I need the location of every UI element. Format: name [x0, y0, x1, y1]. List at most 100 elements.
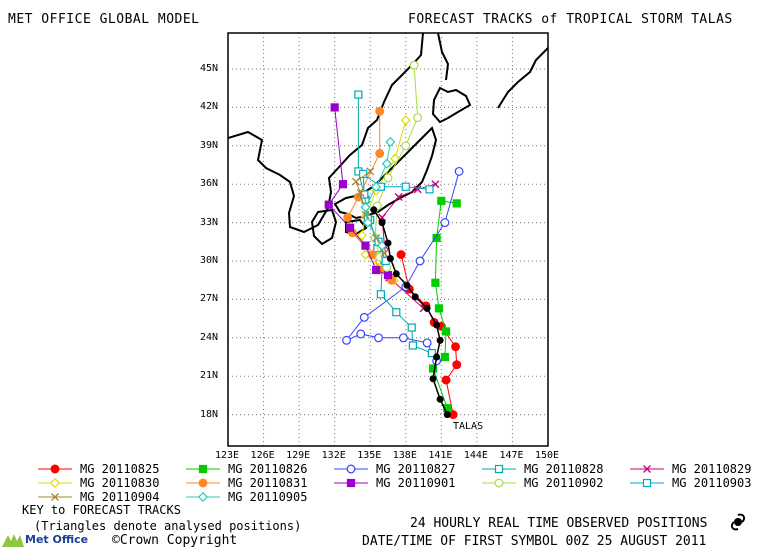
forecast-position-marker [359, 312, 369, 322]
legend-label: MG 20110901 [376, 476, 456, 490]
forecast-position-marker [362, 217, 373, 228]
forecast-position-marker [371, 181, 382, 192]
legend-item: MG 20110903 [628, 476, 751, 490]
forecast-position-marker [343, 213, 353, 222]
forecast-position-marker [452, 360, 462, 370]
forecast-position-marker [375, 149, 385, 158]
observed-position-marker [384, 239, 392, 247]
forecast-position-marker [352, 177, 360, 186]
legend-label: MG 20110904 [80, 490, 160, 504]
latitude-tick-label: 39N [200, 139, 219, 151]
forecast-position-marker [413, 113, 423, 123]
header-chart-title: FORECAST TRACKS of TROPICAL STORM TALAS [408, 12, 733, 27]
longitude-tick-label: 150E [535, 450, 560, 461]
legend-item: MG 20110904 [36, 490, 159, 504]
legend-swatch [334, 478, 368, 488]
legend-item: MG 20110830 [36, 476, 159, 490]
latitude-tick-label: 42N [200, 101, 219, 113]
legend-marker [346, 478, 356, 488]
forecast-position-marker [342, 335, 351, 345]
coastline-kamchatka [497, 47, 548, 109]
forecast-position-marker [356, 189, 365, 198]
forecast-position-marker [396, 250, 406, 260]
forecast-position-marker [385, 136, 396, 148]
forecast-position-marker [413, 185, 422, 194]
legend-item: MG 20110905 [184, 490, 307, 504]
forecast-position-marker [431, 278, 440, 287]
coastline-kyushu [310, 208, 338, 246]
map-frame [227, 32, 549, 447]
forecast-position-marker [381, 158, 392, 169]
forecast-position-marker [374, 333, 383, 343]
observed-track [370, 206, 451, 419]
legend-marker [197, 491, 209, 503]
longitude-tick-label: 126E [250, 450, 275, 461]
legend-item: MG 20110828 [480, 462, 603, 476]
forecast-position-marker [425, 185, 434, 194]
latitude-tick-label: 24N [200, 331, 219, 343]
forecast-position-marker [356, 230, 367, 241]
observed-position-marker [411, 293, 419, 301]
legend-marker [494, 464, 504, 474]
legend-marker [49, 477, 61, 489]
legend-label: MG 20110902 [524, 476, 604, 490]
forecast-position-marker [383, 270, 393, 280]
legend-label: MG 20110827 [376, 462, 456, 476]
forecast-position-marker [437, 196, 446, 205]
forecast-position-marker [432, 233, 441, 243]
legend-marker [643, 465, 651, 473]
first-symbol-date: DATE/TIME OF FIRST SYMBOL 00Z 25 AUGUST … [362, 534, 707, 549]
observed-position-marker [370, 206, 378, 214]
forecast-position-marker [441, 375, 451, 385]
legend-item: MG 20110826 [184, 462, 307, 476]
header-model-name: MET OFFICE GLOBAL MODEL [8, 12, 200, 27]
forecast-position-marker [354, 90, 363, 99]
forecast-position-marker [409, 60, 419, 70]
legend-marker [494, 478, 504, 488]
met-office-logo-text: Met Office [25, 533, 89, 546]
legend-item: MG 20110829 [628, 462, 751, 476]
coastline-sakhalin [437, 33, 450, 81]
forecast-position-marker [380, 249, 389, 258]
map-background [228, 33, 548, 446]
forecast-position-marker [408, 341, 417, 350]
legend-swatch [186, 491, 220, 503]
forecast-position-marker [356, 329, 366, 339]
key-title: KEY to FORECAST TRACKS [22, 503, 181, 517]
legend-label: MG 20110826 [228, 462, 308, 476]
forecast-position-marker [383, 173, 393, 183]
legend-label: MG 20110831 [228, 476, 308, 490]
legend-marker [50, 464, 60, 474]
observed-position-marker [433, 321, 441, 329]
latitude-tick-label: 36N [200, 178, 219, 190]
forecast-position-marker [392, 308, 401, 317]
forecast-position-marker [361, 210, 370, 219]
legend-label: MG 20110905 [228, 490, 308, 504]
legend-marker [51, 493, 59, 501]
forecast-position-marker [401, 141, 411, 151]
latitude-tick-label: 21N [200, 370, 219, 382]
forecast-position-marker [427, 349, 436, 358]
legend-label: MG 20110825 [80, 462, 160, 476]
observed-position-marker [429, 375, 437, 383]
observed-position-marker [436, 395, 444, 403]
coastlines [228, 33, 548, 246]
legend-swatch [186, 478, 220, 488]
forecast-position-marker [324, 200, 333, 209]
longitude-tick-label: 129E [286, 450, 311, 461]
longitude-tick-label: 138E [392, 450, 417, 461]
legend-marker [198, 478, 208, 488]
met-office-logo-icon [2, 532, 24, 547]
longitude-tick-label: 132E [321, 450, 346, 461]
forecast-position-marker [345, 223, 355, 232]
forecast-position-marker [361, 241, 370, 250]
observed-position-marker [423, 304, 431, 312]
legend-swatch [630, 465, 664, 473]
latitude-tick-label: 45N [200, 63, 219, 74]
observed-position-marker [436, 336, 444, 344]
legend-label: MG 20110903 [672, 476, 752, 490]
forecast-position-marker [440, 352, 449, 362]
coastline-hokkaido [431, 86, 472, 124]
legend-marker [346, 464, 356, 474]
forecast-position-marker [394, 193, 403, 201]
